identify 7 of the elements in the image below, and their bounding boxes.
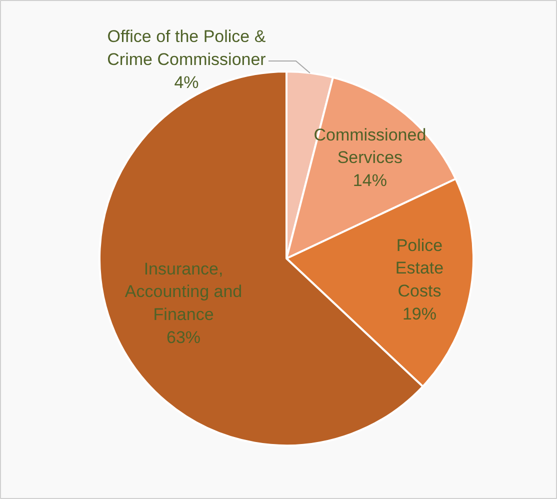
slice-label: Insurance, Accounting and Finance <box>124 259 242 324</box>
slice-label: Police Estate Costs <box>395 236 444 300</box>
slice-label: Office of the Police & Crime Commissioner <box>107 27 266 69</box>
data-label: 63% <box>166 328 201 347</box>
data-label: 14% <box>352 170 387 190</box>
data-label: 4% <box>174 72 199 92</box>
data-label: 19% <box>402 304 436 324</box>
